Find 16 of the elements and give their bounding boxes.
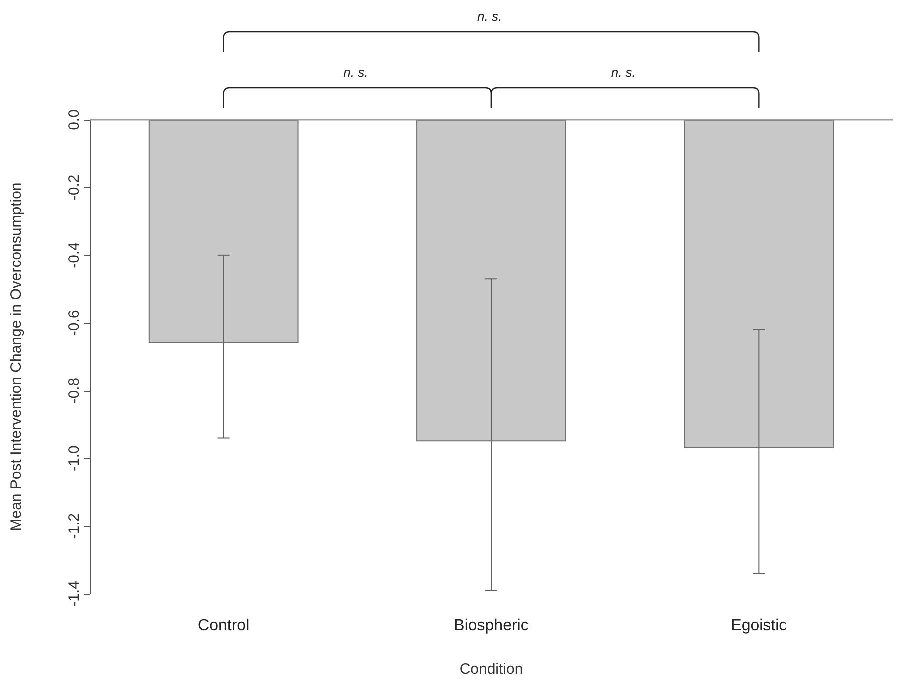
x-tick-label: Control bbox=[198, 618, 250, 634]
y-tick-label: -0.8 bbox=[66, 378, 83, 404]
y-tick-label: 0.0 bbox=[66, 110, 83, 130]
x-tick-label: Egoistic bbox=[731, 618, 788, 634]
text: n. s. bbox=[478, 9, 502, 24]
y-tick-label: -1.4 bbox=[66, 581, 83, 607]
text: n. s. bbox=[611, 65, 636, 80]
y-tick-label: -1.0 bbox=[66, 446, 83, 472]
y-tick-label: -0.6 bbox=[66, 310, 83, 336]
y-tick-label: -1.2 bbox=[66, 513, 83, 540]
y-tick-label: -0.4 bbox=[66, 242, 83, 268]
y-axis-title: Mean Post Intervention Change in Overconsumption bbox=[8, 182, 25, 532]
x-tick-label: Biospheric bbox=[454, 618, 529, 634]
y-tick-label: -0.2 bbox=[66, 174, 83, 201]
text: n. s. bbox=[344, 65, 368, 80]
x-axis-title: Condition bbox=[460, 661, 524, 678]
